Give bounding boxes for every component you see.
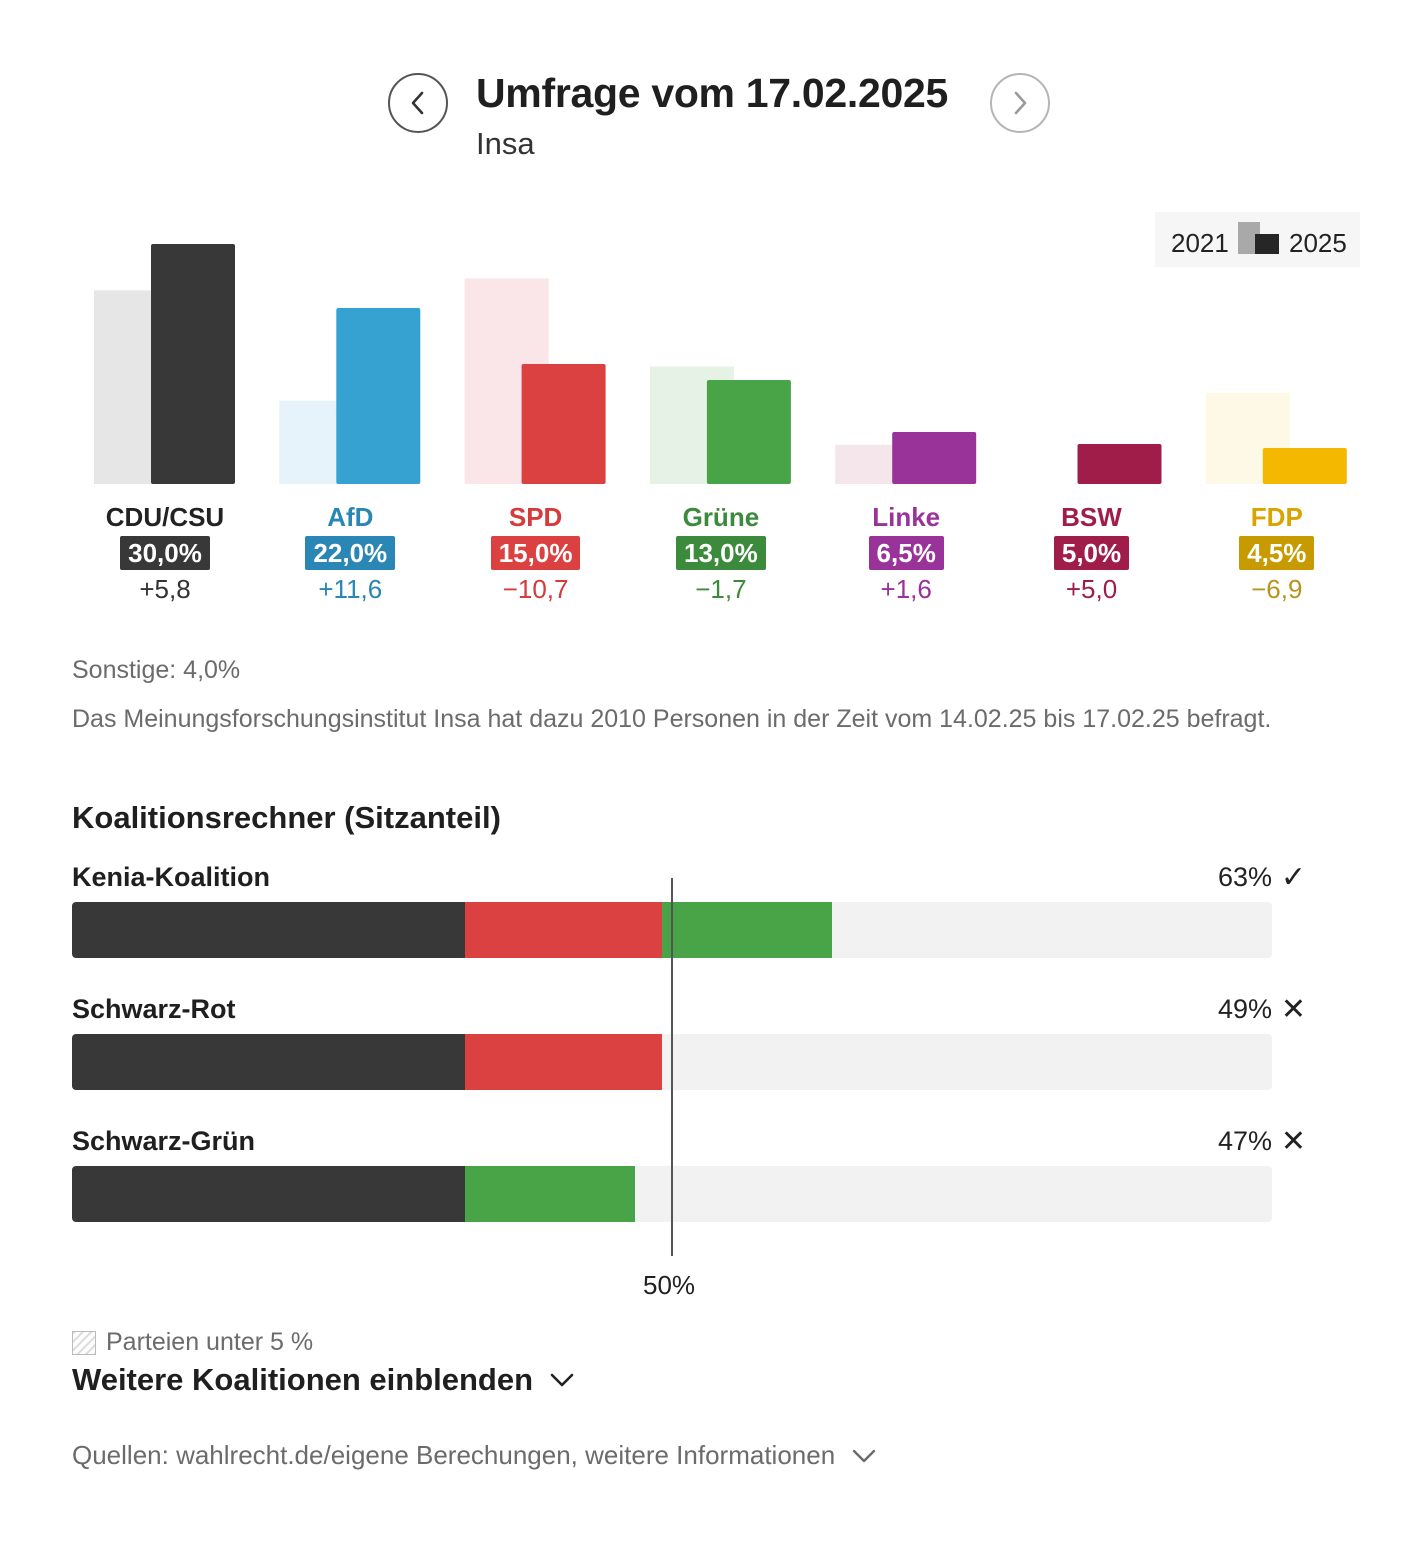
coalition-name: Schwarz-Rot	[72, 994, 236, 1024]
coalition-segment-grüne	[465, 1166, 636, 1222]
party-change: +1,6	[880, 574, 932, 604]
party-label-group: FDP 4,5% −6,9	[1187, 500, 1367, 606]
party-label-group: Linke 6,5% +1,6	[816, 500, 996, 606]
legend-2021-label: 2021	[1171, 228, 1229, 258]
party-value-badge: 4,5%	[1239, 536, 1315, 570]
party-name: AfD	[327, 502, 374, 532]
party-name: BSW	[1061, 502, 1122, 532]
chart-legend: 2021 2025	[1155, 212, 1360, 267]
party-change: −1,7	[695, 574, 747, 604]
chevron-right-icon	[1014, 91, 1027, 115]
others-share: Sonstige: 4,0%	[72, 656, 241, 684]
party-value-badge: 13,0%	[676, 536, 766, 570]
poll-institute: Insa	[476, 126, 535, 161]
majority-line	[671, 878, 673, 1256]
coalition-segment-cducsu	[72, 1034, 465, 1090]
party-change: +5,0	[1065, 574, 1118, 604]
majority-check-icon: ✓	[1280, 861, 1306, 894]
bar-2025-afd	[336, 308, 421, 484]
poll-method-text: Das Meinungsforschungsinstitut Insa hat …	[72, 705, 1272, 733]
sources-toggle[interactable]: Quellen: wahlrecht.de/eigene Berechungen…	[72, 1440, 877, 1471]
party-value-badge: 15,0%	[490, 536, 581, 570]
party-change: −6,9	[1251, 574, 1303, 604]
sources-label: Quellen: wahlrecht.de/eigene Berechungen…	[72, 1440, 836, 1470]
legend-2025-swatch	[1255, 234, 1279, 254]
party-value-badge: 5,0%	[1053, 536, 1130, 570]
previous-poll-button[interactable]	[388, 73, 448, 133]
bar-2025-grüne	[706, 380, 791, 484]
poll-title: Umfrage vom 17.02.2025	[476, 70, 949, 116]
coalition-seat-share: 47%	[1217, 1126, 1272, 1156]
next-poll-button[interactable]	[990, 73, 1050, 133]
party-name: Grüne	[682, 502, 760, 532]
coalition-name: Schwarz-Grün	[72, 1126, 256, 1156]
bar-2025-fdp	[1262, 448, 1347, 484]
chevron-down-icon	[550, 1373, 574, 1387]
legend-2025-label: 2025	[1289, 228, 1347, 258]
no-majority-cross-icon: ✕	[1280, 1125, 1306, 1158]
hatch-legend: Parteien unter 5 %	[72, 1328, 313, 1357]
chevron-left-icon	[411, 91, 424, 115]
party-labels: CDU/CSU 30,0% +5,8 AfD 22,0% +11,6 SPD 15,0% −10…	[0, 500, 1420, 610]
poll-bar-chart	[94, 244, 1347, 484]
coalition-segment-cducsu	[72, 902, 465, 958]
party-label-group: SPD 15,0% −10,7	[446, 500, 626, 606]
coalition-segment-spd	[465, 1034, 662, 1090]
bar-2025-linke	[892, 432, 977, 484]
party-name: SPD	[508, 502, 563, 532]
coalition-row: Kenia-Koalition 63% ✓	[72, 861, 1312, 962]
poll-header: Umfrage vom 17.02.2025 Insa	[0, 60, 1420, 170]
party-label-group: BSW 5,0% +5,0	[1002, 500, 1182, 606]
party-label-group: CDU/CSU 30,0% +5,8	[75, 500, 255, 606]
bar-2025-bsw	[1077, 444, 1162, 484]
party-name: Linke	[872, 502, 941, 532]
party-value-badge: 6,5%	[868, 536, 944, 570]
bar-2025-cducsu	[151, 244, 235, 484]
show-more-coalitions-button[interactable]: Weitere Koalitionen einblenden	[72, 1362, 575, 1398]
party-label-group: AfD 22,0% +11,6	[260, 500, 440, 606]
party-name: CDU/CSU	[105, 502, 225, 532]
coalition-segment-grüne	[661, 902, 833, 958]
party-change: −10,7	[502, 574, 569, 604]
coalition-row: Schwarz-Rot 49% ✕	[72, 993, 1312, 1094]
party-value-badge: 30,0%	[120, 536, 210, 570]
show-more-coalitions-label: Weitere Koalitionen einblenden	[72, 1362, 534, 1397]
coalition-segment-cducsu	[72, 1166, 465, 1222]
hatch-legend-label: Parteien unter 5 %	[106, 1328, 314, 1356]
party-change: +5,8	[139, 574, 191, 604]
coalition-name: Kenia-Koalition	[72, 862, 271, 892]
party-label-group: Grüne 13,0% −1,7	[631, 500, 811, 606]
party-value-badge: 22,0%	[305, 536, 396, 570]
coalition-row: Schwarz-Grün 47% ✕	[72, 1125, 1312, 1226]
coalition-seat-share: 63%	[1217, 862, 1272, 892]
legend-2021-swatch	[1238, 222, 1260, 254]
hatch-swatch	[72, 1330, 96, 1355]
majority-label: 50%	[643, 1270, 696, 1300]
no-majority-cross-icon: ✕	[1280, 993, 1306, 1026]
coalition-calculator-heading: Koalitionsrechner (Sitzanteil)	[72, 800, 501, 835]
coalition-seat-share: 49%	[1217, 994, 1272, 1024]
chevron-down-icon	[852, 1449, 876, 1462]
party-change: +11,6	[318, 574, 383, 604]
party-name: FDP	[1250, 502, 1303, 532]
bar-2025-spd	[521, 364, 606, 484]
coalition-segment-spd	[465, 902, 662, 958]
